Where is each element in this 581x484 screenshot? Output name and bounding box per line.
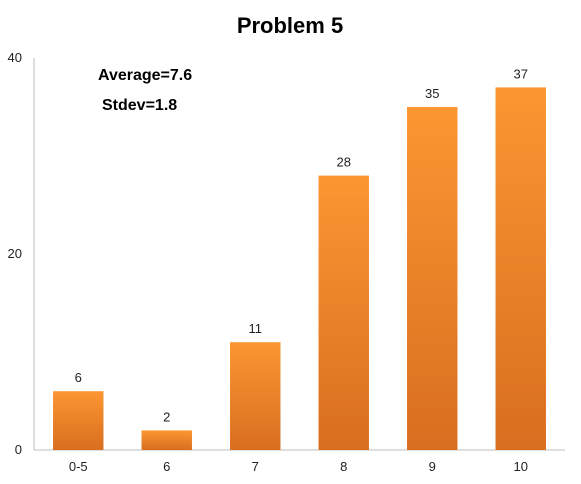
x-tick-label-0-5: 0-5 bbox=[69, 459, 88, 474]
y-tick-label-20: 20 bbox=[8, 246, 22, 261]
data-label-0-5: 6 bbox=[75, 370, 82, 385]
bar-6 bbox=[141, 430, 192, 450]
bar-7 bbox=[230, 342, 281, 450]
annotation-stdev: Stdev=1.8 bbox=[102, 97, 177, 114]
x-tick-label-9: 9 bbox=[429, 459, 436, 474]
bar-0-5 bbox=[53, 391, 104, 450]
bar-9 bbox=[407, 107, 458, 450]
data-label-6: 2 bbox=[163, 409, 170, 424]
y-tick-label-40: 40 bbox=[8, 50, 22, 65]
data-label-7: 11 bbox=[249, 321, 263, 336]
bar-10 bbox=[495, 87, 546, 451]
y-tick-label-0: 0 bbox=[15, 442, 22, 457]
x-tick-label-10: 10 bbox=[514, 459, 528, 474]
bars-group: 6 2 11 28 35 37 bbox=[53, 66, 546, 451]
y-ticks-group: 0 20 40 bbox=[8, 50, 22, 457]
chart-title: Problem 5 bbox=[237, 13, 343, 38]
x-tick-label-6: 6 bbox=[163, 459, 170, 474]
x-ticks-group: 0-5 6 7 8 9 10 bbox=[69, 459, 528, 474]
data-label-8: 28 bbox=[337, 155, 351, 170]
x-tick-label-8: 8 bbox=[340, 459, 347, 474]
annotation-average: Average=7.6 bbox=[98, 67, 192, 84]
bar-8 bbox=[318, 175, 369, 450]
x-tick-label-7: 7 bbox=[252, 459, 259, 474]
data-label-10: 37 bbox=[514, 66, 528, 81]
data-label-9: 35 bbox=[425, 86, 439, 101]
